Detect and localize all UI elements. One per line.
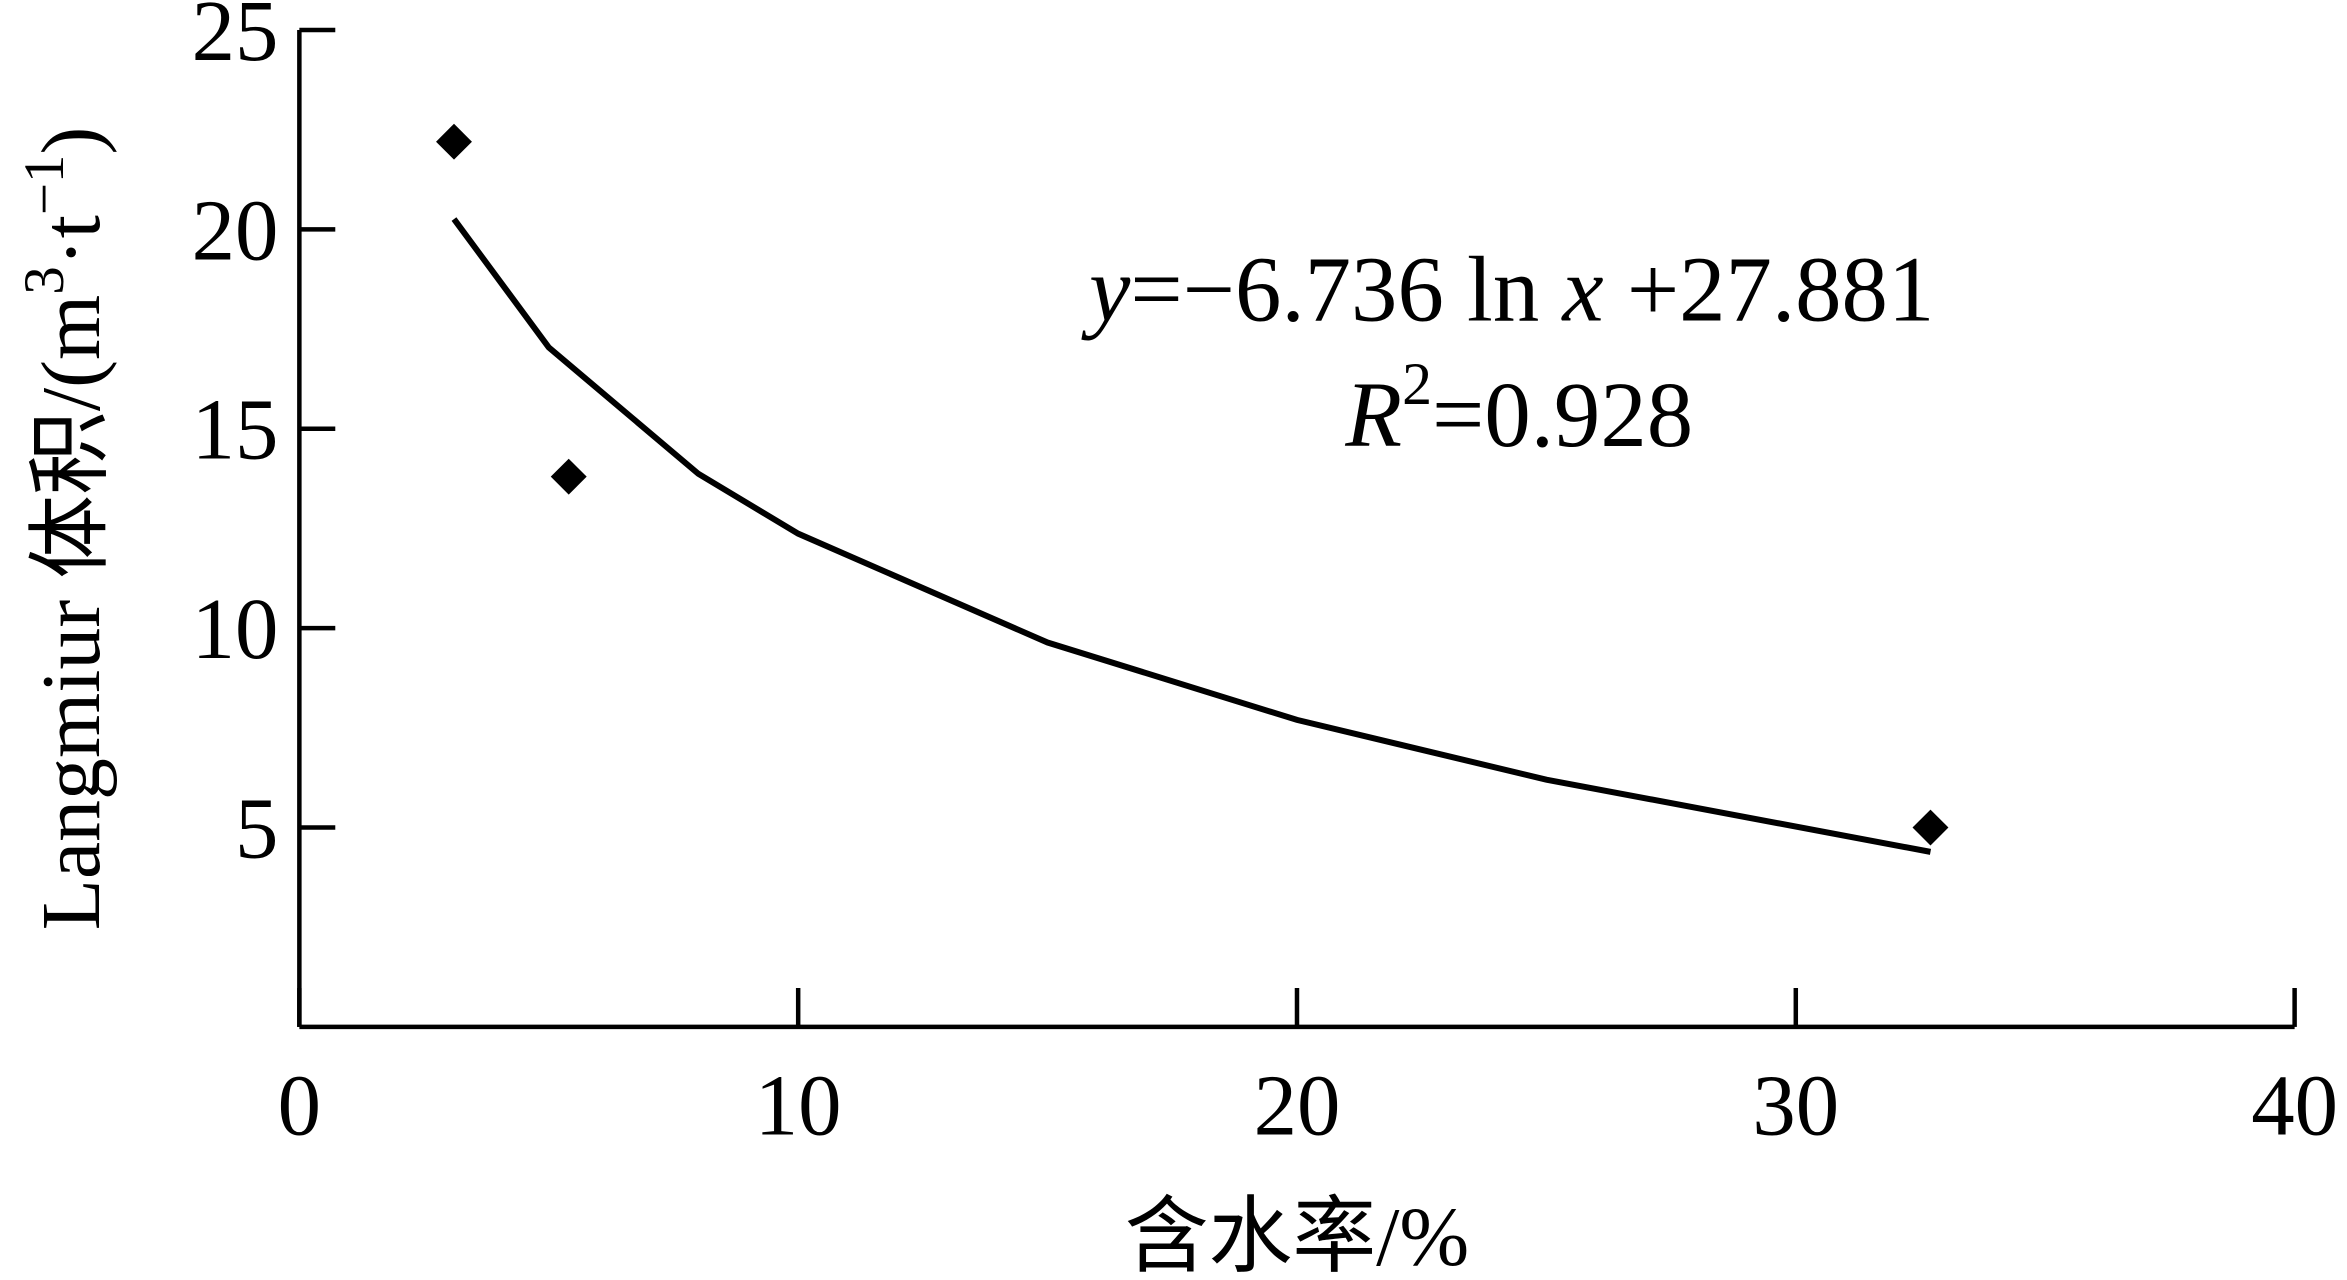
y-tick-label: 10 — [192, 581, 279, 677]
y-tick-label: 25 — [192, 0, 279, 79]
y-axis-label-part: 3 — [13, 266, 76, 294]
y-axis-label-part: ) — [25, 127, 118, 155]
equation: y=−6.736 ln x +27.881 — [1081, 238, 1934, 341]
y-axis-label-part: Langmiur 体积/(m — [25, 295, 118, 930]
x-tick-label: 40 — [2251, 1058, 2338, 1154]
x-tick-label: 30 — [1752, 1058, 1839, 1154]
point — [550, 458, 587, 495]
equation-part: +27.881 — [1604, 238, 1935, 341]
equation-part: =−6.736 ln — [1130, 238, 1562, 341]
trendline — [451, 217, 1932, 855]
r-squared-part: R — [1344, 364, 1402, 467]
point — [436, 123, 472, 160]
equation-part: x — [1560, 238, 1603, 341]
y-tick-label: 5 — [235, 780, 278, 876]
equation-part: y — [1081, 238, 1131, 341]
x-tick-label: 0 — [278, 1058, 321, 1154]
y-tick-label: 20 — [192, 182, 279, 278]
y-axis-label-part: ·t — [25, 215, 118, 266]
y-tick-label: 15 — [192, 382, 279, 478]
x-tick-label: 20 — [1254, 1058, 1341, 1154]
x-tick-label: 10 — [755, 1058, 842, 1154]
y-axis-label-part: −1 — [13, 155, 76, 215]
r-squared-part: =0.928 — [1432, 364, 1693, 467]
point — [1912, 809, 1949, 846]
y-axis-label: Langmiur 体积/(m3·t−1) — [13, 127, 118, 931]
r-squared: R2=0.928 — [1344, 351, 1693, 467]
x-axis-label: 含水率/% — [1125, 1191, 1470, 1280]
r-squared-part: 2 — [1402, 351, 1432, 417]
